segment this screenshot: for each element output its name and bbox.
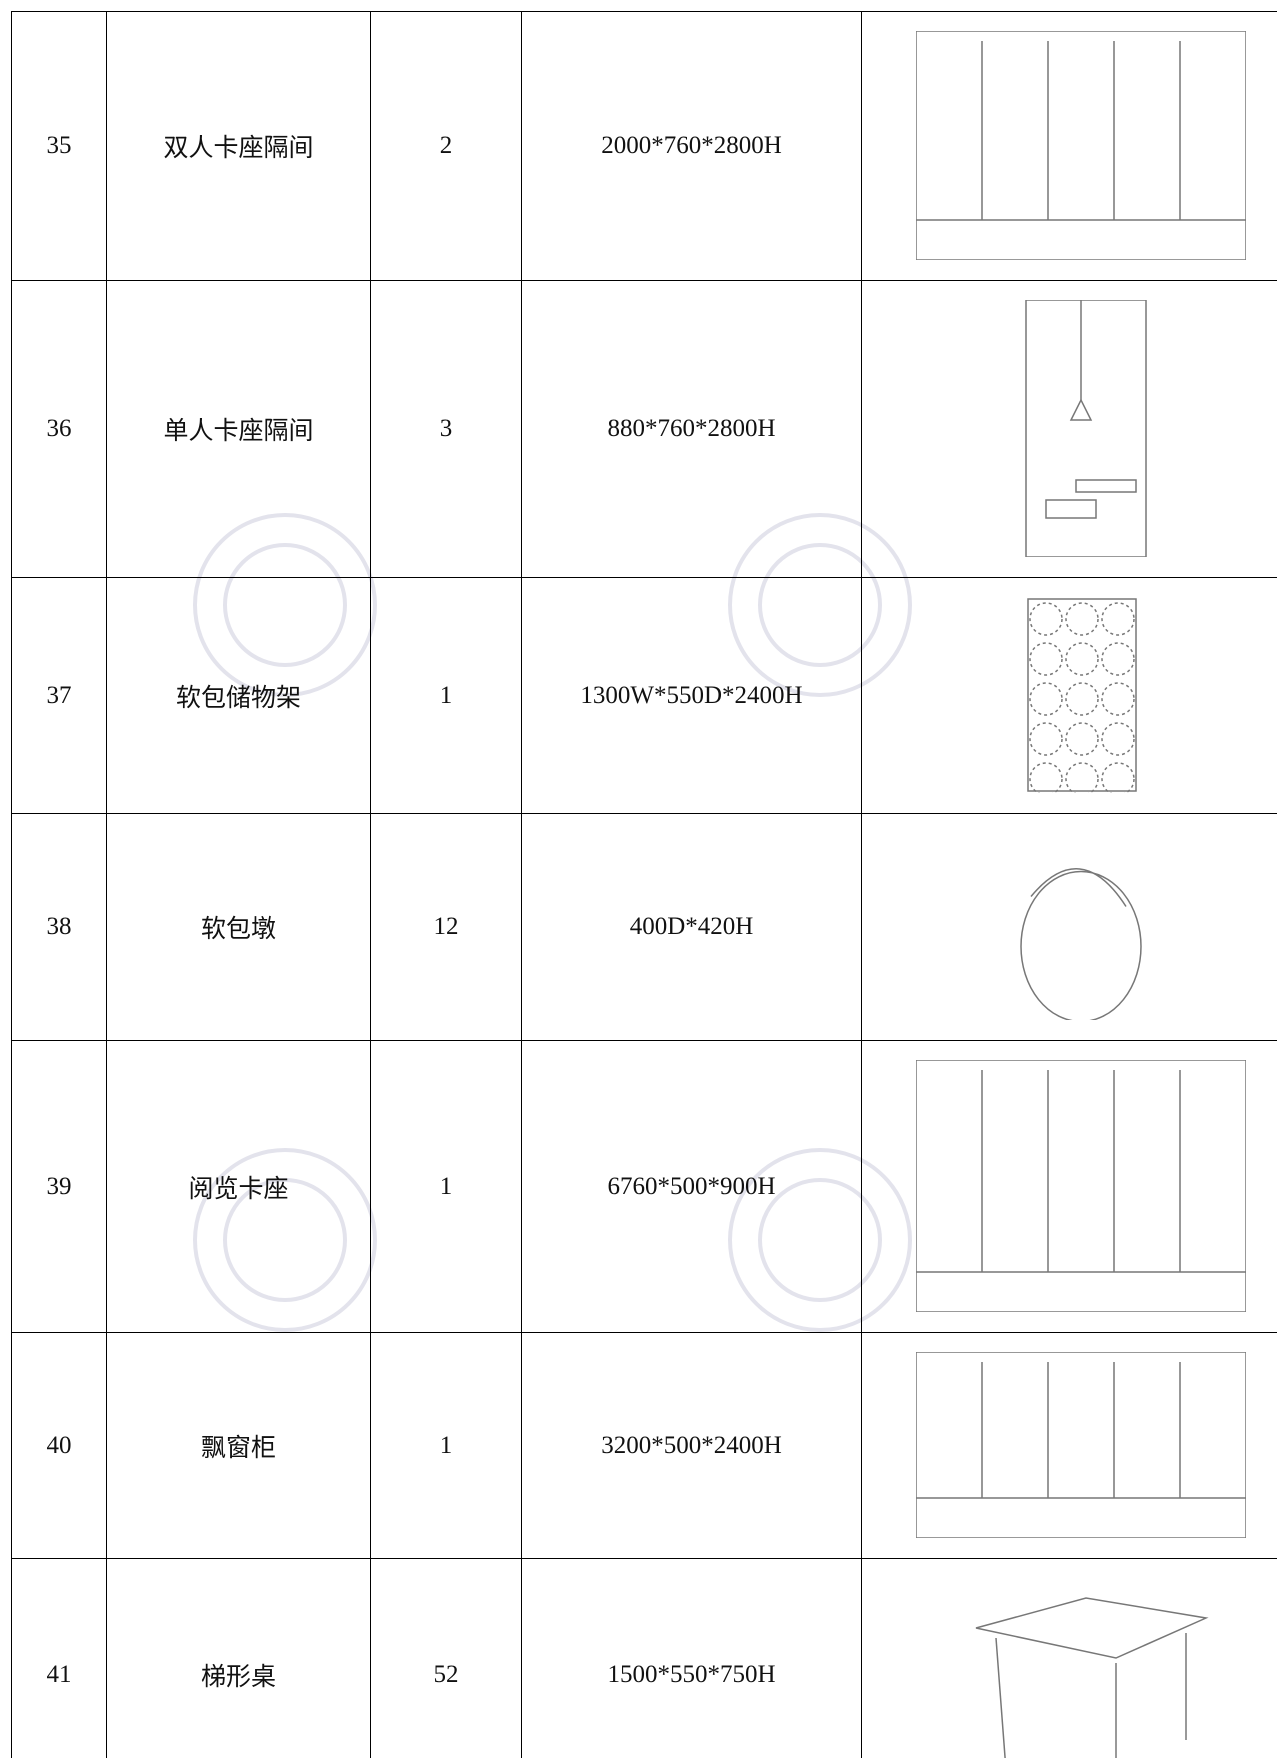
dimensions-cell: 1500*550*750H: [521, 1558, 861, 1758]
item-name-cell: 飘窗柜: [106, 1332, 370, 1558]
furniture-sketch: [916, 1352, 1246, 1538]
row-number-cell: 39: [11, 1040, 106, 1332]
furniture-sketch: [1020, 868, 1142, 1020]
furniture-sketch: [916, 31, 1246, 260]
furniture-sketch: [1025, 300, 1147, 557]
dimensions-cell: 2000*760*2800H: [521, 11, 861, 280]
quantity-cell: 1: [370, 1040, 521, 1332]
row-number-cell: 35: [11, 11, 106, 280]
row-number-cell: 38: [11, 813, 106, 1040]
image-cell: [861, 1558, 1277, 1758]
quantity-cell: 1: [370, 1332, 521, 1558]
image-cell: [861, 1040, 1277, 1332]
item-name-cell: 软包墩: [106, 813, 370, 1040]
row-number-cell: 36: [11, 280, 106, 577]
furniture-sketch: [975, 1597, 1209, 1758]
item-name-cell: 软包储物架: [106, 577, 370, 813]
dimensions-cell: 400D*420H: [521, 813, 861, 1040]
image-cell: [861, 280, 1277, 577]
dimensions-cell: 6760*500*900H: [521, 1040, 861, 1332]
row-number-cell: 40: [11, 1332, 106, 1558]
item-name-cell: 梯形桌: [106, 1558, 370, 1758]
row-number-cell: 41: [11, 1558, 106, 1758]
image-cell: [861, 577, 1277, 813]
dimensions-cell: 3200*500*2400H: [521, 1332, 861, 1558]
quantity-cell: 52: [370, 1558, 521, 1758]
dimensions-cell: 880*760*2800H: [521, 280, 861, 577]
furniture-sketch: [916, 1060, 1246, 1312]
item-name-cell: 阅览卡座: [106, 1040, 370, 1332]
item-name-cell: 单人卡座隔间: [106, 280, 370, 577]
image-cell: [861, 11, 1277, 280]
row-number-cell: 37: [11, 577, 106, 813]
quantity-cell: 2: [370, 11, 521, 280]
image-cell: [861, 813, 1277, 1040]
quantity-cell: 1: [370, 577, 521, 813]
item-name-cell: 双人卡座隔间: [106, 11, 370, 280]
image-cell: [861, 1332, 1277, 1558]
quantity-cell: 3: [370, 280, 521, 577]
quantity-cell: 12: [370, 813, 521, 1040]
dimensions-cell: 1300W*550D*2400H: [521, 577, 861, 813]
furniture-sketch: [1027, 598, 1137, 793]
